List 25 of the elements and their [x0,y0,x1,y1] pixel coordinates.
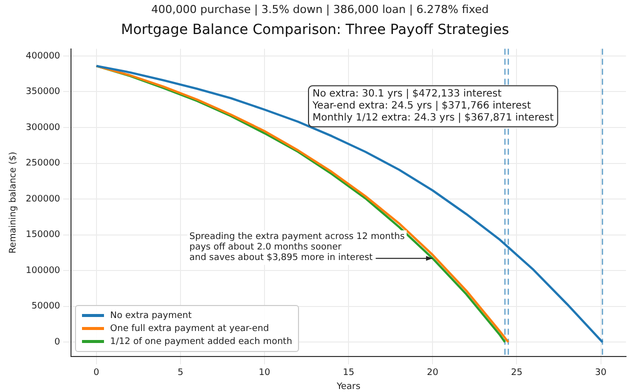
y-tick-label: 50000 [32,302,60,312]
y-tick-label: 250000 [26,158,60,169]
y-tick-label: 300000 [26,122,60,133]
x-tick-label: 25 [510,368,522,378]
y-axis-title: Remaining balance ($) [8,152,19,254]
legend-label: No extra payment [110,310,192,321]
x-axis-title: Years [336,382,361,392]
y-tick-label: 150000 [26,230,60,240]
x-tick-label: 30 [595,368,607,378]
y-tick-label: 0 [54,337,60,348]
legend-label: 1/12 of one payment added each month [110,336,292,347]
chart-title: Mortgage Balance Comparison: Three Payoff Strategies [121,22,509,38]
y-tick-label: 350000 [26,87,60,98]
legend-label: One full extra payment at year-end [110,324,269,334]
x-tick-label: 15 [342,368,354,378]
y-tick-label: 200000 [26,194,60,204]
chart-subtitle: 400,000 purchase | 3.5% down | 386,000 loan | 6.278% fixed [150,2,490,18]
annotation: No extra: 30.1 yrs | $472,133 interest Year-end extra: 24.5 yrs | $371,766 interest Monthly 1/12 extra: 24.3 yrs | $367,871 interest [312,88,554,124]
y-tick-label: 400000 [26,51,60,62]
x-tick-label: 10 [258,368,271,378]
y-tick-label: 100000 [26,266,60,276]
x-tick-label: 20 [426,368,439,378]
x-tick-label: 0 [94,368,100,378]
x-tick-label: 5 [178,368,184,378]
annotation: Spreading the extra payment across 12 months pays off about 2.0 months sooner and saves about $3,895 more in interest [189,232,405,264]
